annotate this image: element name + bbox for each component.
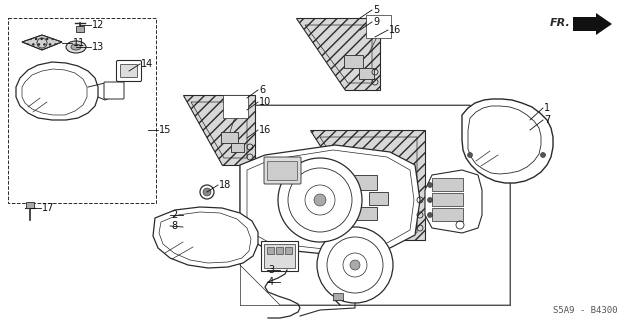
FancyBboxPatch shape bbox=[26, 202, 34, 208]
Polygon shape bbox=[425, 170, 482, 233]
FancyBboxPatch shape bbox=[285, 247, 292, 254]
FancyBboxPatch shape bbox=[121, 65, 138, 77]
Circle shape bbox=[317, 227, 393, 303]
Text: 18: 18 bbox=[219, 180, 231, 190]
Text: FR.: FR. bbox=[550, 18, 571, 28]
Circle shape bbox=[278, 158, 362, 242]
FancyBboxPatch shape bbox=[261, 241, 298, 271]
FancyBboxPatch shape bbox=[354, 174, 377, 189]
Text: 7: 7 bbox=[544, 115, 550, 125]
Ellipse shape bbox=[66, 41, 86, 53]
Text: 3: 3 bbox=[268, 265, 274, 275]
Text: 1: 1 bbox=[544, 103, 550, 113]
Polygon shape bbox=[22, 35, 62, 50]
Text: 10: 10 bbox=[259, 97, 271, 107]
Circle shape bbox=[428, 197, 432, 203]
Circle shape bbox=[541, 153, 546, 157]
FancyBboxPatch shape bbox=[264, 244, 295, 268]
Polygon shape bbox=[183, 95, 255, 165]
FancyBboxPatch shape bbox=[432, 178, 464, 190]
Text: 16: 16 bbox=[389, 25, 401, 35]
Text: 12: 12 bbox=[92, 20, 104, 30]
Text: 11: 11 bbox=[73, 38, 85, 48]
FancyBboxPatch shape bbox=[224, 94, 249, 117]
Text: 6: 6 bbox=[259, 85, 265, 95]
Polygon shape bbox=[462, 99, 553, 183]
FancyBboxPatch shape bbox=[264, 157, 301, 184]
Polygon shape bbox=[310, 130, 425, 240]
Circle shape bbox=[428, 182, 432, 188]
Text: 17: 17 bbox=[42, 203, 54, 213]
Circle shape bbox=[350, 260, 360, 270]
Text: S5A9 - B4300: S5A9 - B4300 bbox=[554, 306, 618, 315]
FancyBboxPatch shape bbox=[369, 191, 389, 204]
Circle shape bbox=[314, 194, 326, 206]
FancyBboxPatch shape bbox=[366, 14, 391, 37]
Text: 14: 14 bbox=[141, 59, 153, 69]
FancyBboxPatch shape bbox=[267, 247, 274, 254]
Text: 16: 16 bbox=[259, 125, 271, 135]
FancyBboxPatch shape bbox=[116, 60, 141, 82]
FancyBboxPatch shape bbox=[231, 142, 244, 151]
FancyBboxPatch shape bbox=[432, 207, 464, 220]
FancyBboxPatch shape bbox=[354, 206, 377, 220]
FancyBboxPatch shape bbox=[76, 26, 84, 32]
Polygon shape bbox=[16, 62, 98, 120]
Polygon shape bbox=[468, 106, 541, 174]
Circle shape bbox=[468, 153, 472, 157]
FancyBboxPatch shape bbox=[432, 193, 464, 205]
Polygon shape bbox=[153, 207, 258, 268]
Text: 5: 5 bbox=[373, 5, 379, 15]
Text: 9: 9 bbox=[373, 17, 379, 27]
Bar bbox=[8, 18, 156, 203]
FancyBboxPatch shape bbox=[221, 132, 239, 142]
Polygon shape bbox=[573, 13, 612, 35]
FancyBboxPatch shape bbox=[268, 162, 298, 180]
Text: 15: 15 bbox=[159, 125, 171, 135]
FancyBboxPatch shape bbox=[359, 68, 374, 78]
Ellipse shape bbox=[71, 44, 81, 50]
FancyBboxPatch shape bbox=[344, 54, 364, 68]
Text: 8: 8 bbox=[171, 221, 177, 231]
Text: 13: 13 bbox=[92, 42, 104, 52]
FancyBboxPatch shape bbox=[276, 247, 283, 254]
Polygon shape bbox=[296, 18, 380, 90]
Text: 4: 4 bbox=[268, 277, 274, 287]
Text: 2: 2 bbox=[171, 210, 177, 220]
Circle shape bbox=[203, 188, 211, 196]
Circle shape bbox=[428, 212, 432, 218]
FancyBboxPatch shape bbox=[104, 82, 124, 99]
Polygon shape bbox=[240, 145, 420, 255]
FancyBboxPatch shape bbox=[333, 293, 343, 300]
